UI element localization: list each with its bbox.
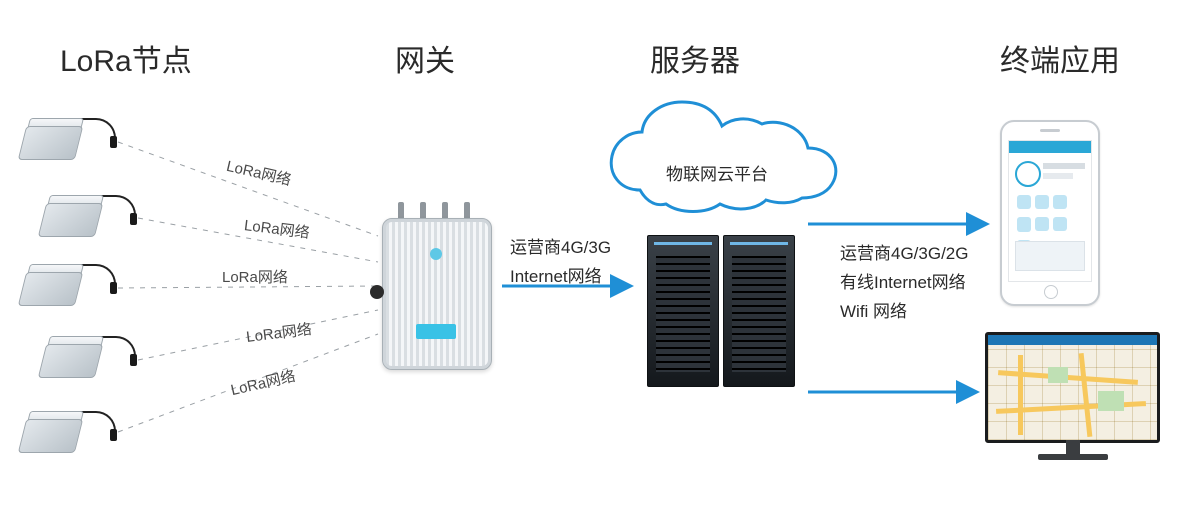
gateway-device [372,190,500,380]
gateway-server-line2: Internet网络 [510,267,602,286]
lora-node-4 [42,330,132,385]
lora-node-3 [22,258,112,313]
lora-edge-label-1: LoRa网络 [224,155,293,190]
lora-node-2 [42,189,132,244]
cloud-icon [611,102,836,212]
lora-node-1 [22,112,112,167]
server-terminal-label: 运营商4G/3G/2G 有线Internet网络 Wifi 网络 [840,240,968,327]
lora-edge-label-4: LoRa网络 [245,318,313,347]
lora-edge-label-3: LoRa网络 [222,266,288,287]
lora-edge-label-2: LoRa网络 [243,214,311,243]
terminal-phone [1000,120,1100,306]
col-header-lora-nodes: LoRa节点 [60,36,192,80]
server-terminal-line3: Wifi 网络 [840,302,907,321]
terminal-monitor [985,332,1160,467]
gateway-server-label: 运营商4G/3G Internet网络 [510,234,611,292]
server-terminal-line1: 运营商4G/3G/2G [840,244,968,263]
col-header-gateway: 网关 [395,36,455,80]
cloud-label: 物联网云平台 [666,160,768,185]
server-terminal-line2: 有线Internet网络 [840,273,966,292]
server-rack [645,235,795,390]
col-header-terminal: 终端应用 [1000,36,1120,80]
gateway-server-line1: 运营商4G/3G [510,238,611,257]
lora-edge-label-5: LoRa网络 [228,365,297,400]
lora-node-5 [22,405,112,460]
col-header-server: 服务器 [650,36,740,80]
